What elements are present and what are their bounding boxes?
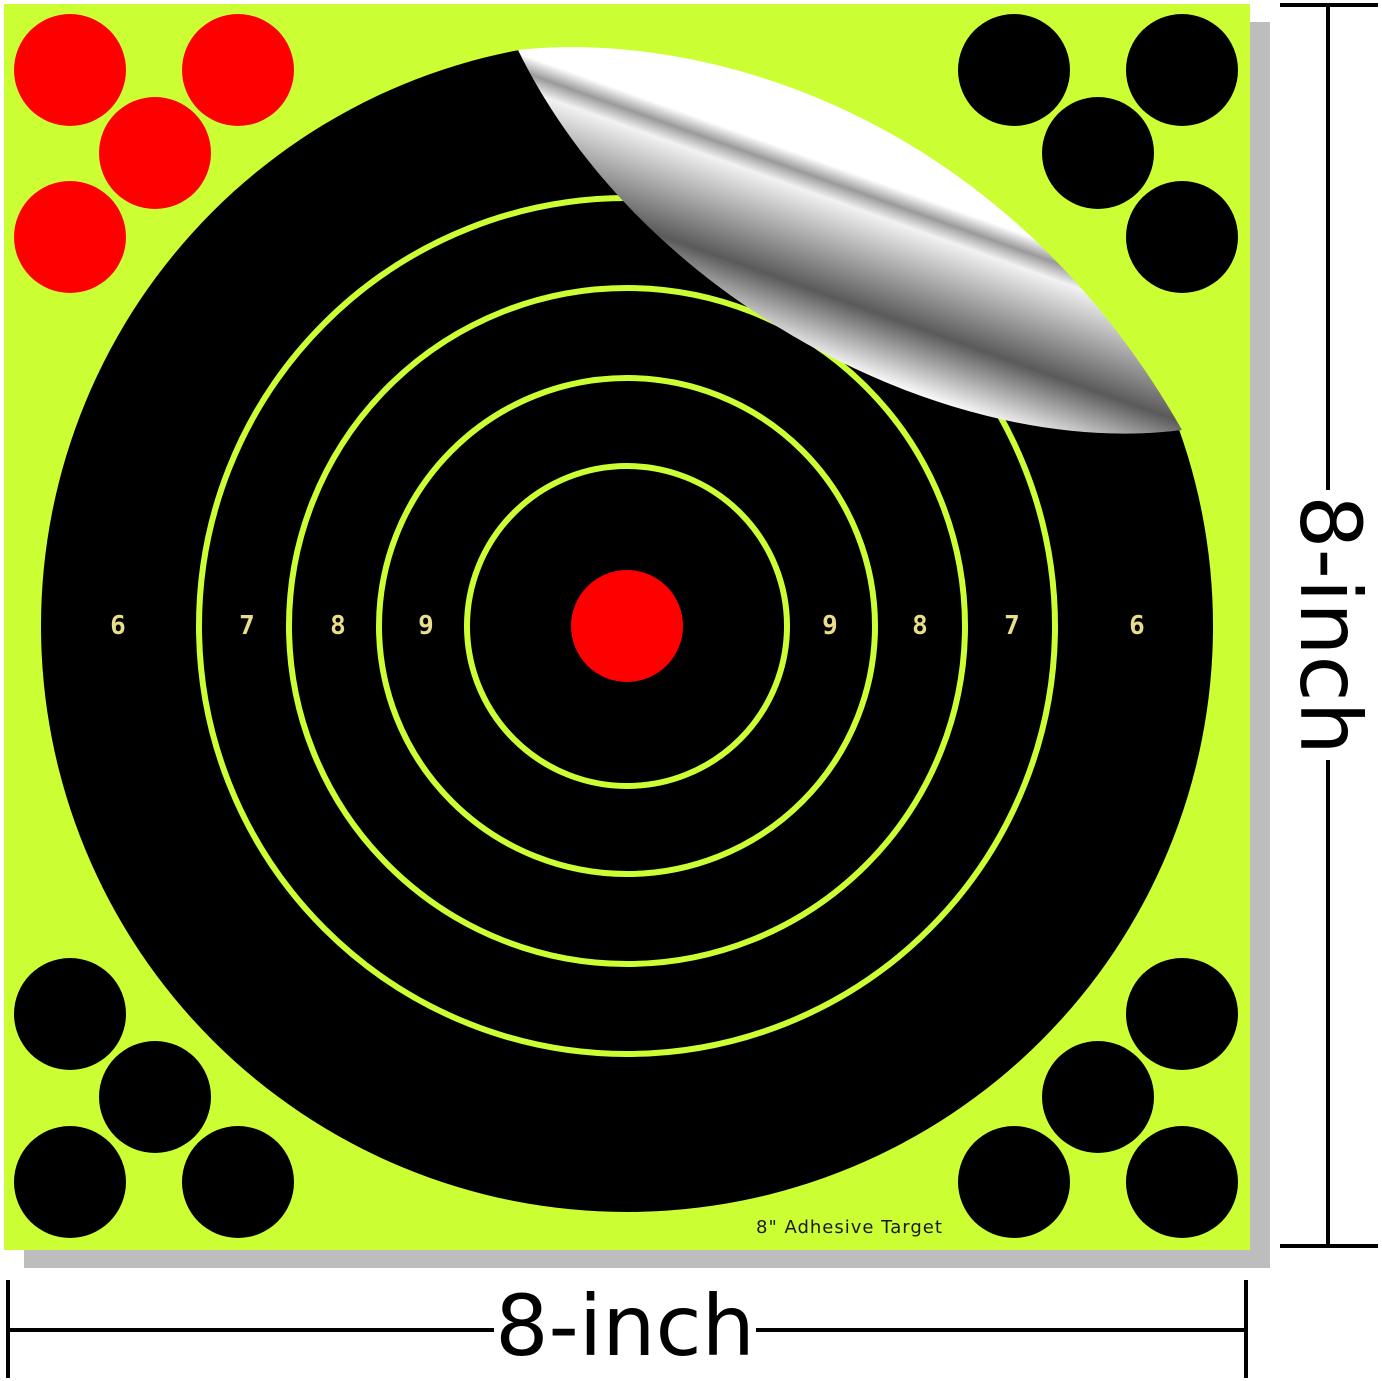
paster: [1126, 1126, 1238, 1238]
ring-label-left-8: 8: [330, 611, 346, 641]
paster: [14, 958, 126, 1070]
ring-label-right-8: 8: [912, 611, 928, 641]
bullseye: [571, 570, 683, 682]
paster: [182, 1126, 294, 1238]
ring-label-left-9: 9: [418, 611, 434, 641]
peeled-flap: [518, 47, 1182, 434]
paster: [1126, 14, 1238, 126]
paster: [1126, 181, 1238, 293]
paster: [14, 1126, 126, 1238]
paster: [958, 14, 1070, 126]
paster: [1042, 1041, 1154, 1153]
black-pasters: [14, 14, 1238, 1238]
ring-7: [286, 285, 968, 967]
paster: [182, 14, 294, 126]
red-pasters: [14, 14, 294, 293]
ring-label-right-6: 6: [1129, 611, 1145, 641]
paster: [1126, 958, 1238, 1070]
paster: [958, 1126, 1070, 1238]
paster: [1042, 97, 1154, 209]
ring-label-left-7: 7: [239, 611, 255, 641]
ring-label-right-9: 9: [822, 611, 838, 641]
paster: [14, 181, 126, 293]
ring-label-left-6: 6: [110, 611, 126, 641]
ring-label-right-7: 7: [1004, 611, 1020, 641]
product-label: 8" Adhesive Target: [756, 1217, 943, 1238]
height-label: 8-inch: [1281, 495, 1379, 755]
width-label: 8-inch: [495, 1277, 755, 1375]
paster: [99, 97, 211, 209]
ring-8: [376, 375, 878, 877]
paster: [14, 14, 126, 126]
paster: [99, 1041, 211, 1153]
ring-9: [464, 463, 790, 789]
